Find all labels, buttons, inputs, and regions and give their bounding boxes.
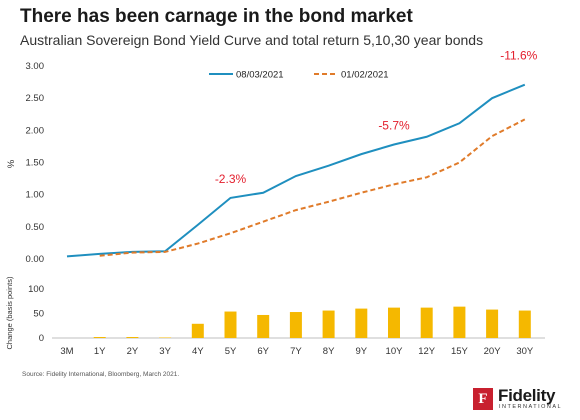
x-tick-label: 1Y — [94, 346, 106, 357]
fidelity-logo-sub: INTERNATIONAL — [499, 404, 563, 410]
bar — [453, 306, 466, 338]
annotation-label: -5.7% — [378, 118, 410, 132]
legend-label-1: 08/03/2021 — [236, 70, 284, 81]
bond-yield-chart: 0.00 0.50 1.00 1.50 2.00 2.50 3.00% 08/03/2021 0… — [5, 49, 545, 357]
bar — [224, 311, 237, 338]
bar — [388, 307, 400, 338]
bar — [486, 309, 499, 338]
y-tick-label: 3.00 — [26, 61, 45, 72]
bar — [93, 337, 106, 338]
bar — [322, 310, 335, 338]
bar — [355, 308, 368, 338]
y-tick-label: 0.00 — [26, 254, 45, 265]
bar — [420, 307, 433, 338]
bar — [126, 337, 139, 338]
x-tick-label: 10Y — [386, 346, 404, 357]
x-tick-label: 7Y — [290, 346, 302, 357]
fidelity-logo-word: Fidelity — [498, 386, 556, 405]
x-tick-label: 15Y — [451, 346, 469, 357]
fidelity-logo: F Fidelity INTERNATIONAL — [473, 386, 569, 413]
bar — [257, 314, 270, 338]
bar-y-tick-label: 0 — [39, 333, 44, 344]
legend-label-2: 01/02/2021 — [341, 70, 389, 81]
y-tick-label: 1.00 — [26, 190, 45, 201]
bar — [191, 323, 204, 338]
source-note: Source: Fidelity International, Bloomber… — [22, 371, 180, 378]
x-tick-label: 9Y — [355, 346, 367, 357]
series-line-2 — [99, 118, 526, 257]
x-tick-label: 4Y — [192, 346, 204, 357]
x-tick-label: 30Y — [516, 346, 534, 357]
x-tick-label: 5Y — [225, 346, 237, 357]
bar-y-axis-label: Change (basis points) — [5, 276, 14, 349]
y-tick-label: 1.50 — [26, 158, 45, 169]
y-tick-label: 2.00 — [26, 125, 45, 136]
chart-title: There has been carnage in the bond marke… — [20, 6, 413, 27]
y-tick-label: 2.50 — [26, 93, 45, 104]
x-tick-label: 20Y — [484, 346, 502, 357]
y-tick-label: 0.50 — [26, 222, 45, 233]
x-tick-label: 3M — [60, 346, 73, 357]
bar — [518, 310, 531, 338]
annotation-label: -11.6% — [500, 49, 537, 63]
y-axis-label: % — [6, 159, 17, 168]
bar-y-tick-label: 100 — [28, 284, 44, 295]
annotation-label: -2.3% — [215, 172, 247, 186]
bar-y-tick-label: 50 — [33, 309, 44, 320]
series-line-1 — [66, 83, 526, 258]
bar — [289, 312, 302, 338]
chart-subtitle: Australian Sovereign Bond Yield Curve an… — [20, 32, 484, 48]
x-tick-label: 8Y — [323, 346, 335, 357]
x-tick-label: 12Y — [418, 346, 436, 357]
x-tick-label: 6Y — [257, 346, 269, 357]
x-tick-label: 2Y — [127, 346, 139, 357]
x-tick-label: 3Y — [159, 346, 171, 357]
fidelity-logo-mark: F — [473, 388, 493, 410]
